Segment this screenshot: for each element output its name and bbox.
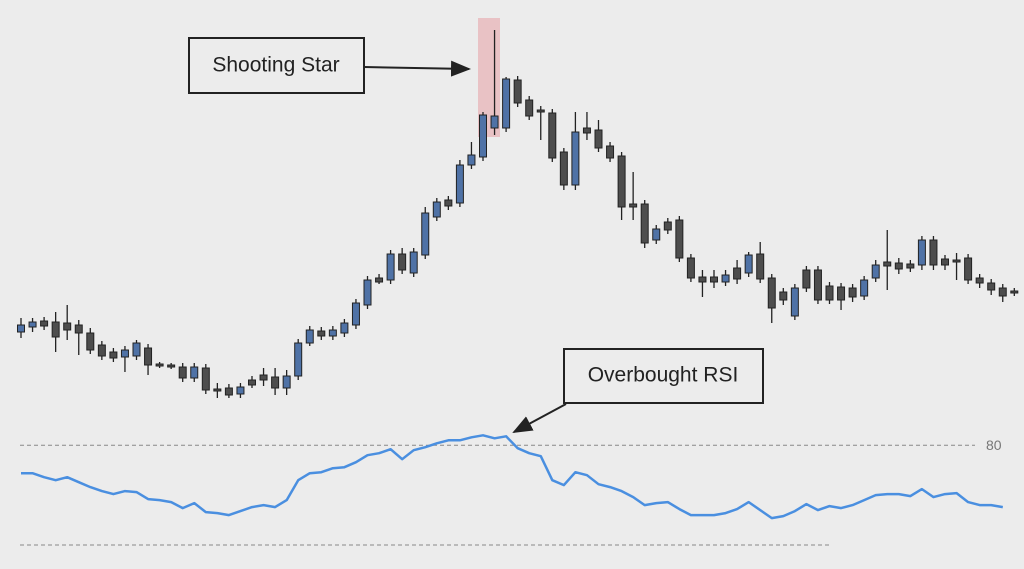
- candle-body: [883, 261, 892, 267]
- candle-body: [779, 291, 788, 301]
- candle-body: [236, 386, 245, 395]
- candle-body: [998, 287, 1007, 297]
- candle-body: [201, 367, 210, 391]
- candle-body: [132, 342, 141, 357]
- candle-body: [375, 277, 384, 283]
- candle-body: [97, 344, 106, 357]
- candle-body: [109, 351, 118, 359]
- candle-body: [28, 321, 37, 328]
- candle-body: [548, 112, 557, 159]
- candle-body: [213, 388, 222, 392]
- candle-body: [629, 203, 638, 208]
- candle-body: [40, 320, 49, 327]
- candle-body: [767, 277, 776, 309]
- candle-body: [906, 263, 915, 269]
- candle-body: [606, 145, 615, 159]
- candle-body: [120, 349, 129, 358]
- candle-body: [479, 114, 487, 158]
- candle-body: [952, 259, 961, 263]
- candle-body: [340, 322, 349, 334]
- candle-body: [421, 212, 430, 256]
- candle-body: [455, 164, 464, 204]
- candle-body: [305, 329, 314, 344]
- candle-body: [802, 269, 811, 289]
- candle-body: [51, 321, 60, 338]
- candle-body: [259, 374, 268, 381]
- candle-body: [698, 276, 707, 283]
- candle-body: [917, 239, 926, 266]
- candle-body: [790, 287, 799, 317]
- candle-body: [444, 199, 453, 207]
- candle-body: [663, 221, 672, 231]
- candle-body: [271, 376, 280, 389]
- candle-body: [398, 253, 407, 271]
- candle-body: [409, 251, 418, 274]
- candle-body: [63, 322, 72, 331]
- reference-label: 80: [986, 437, 1002, 453]
- candle-body: [710, 276, 718, 283]
- candle-body: [178, 366, 187, 379]
- candle-body: [733, 267, 742, 280]
- candle-body: [594, 129, 603, 149]
- candle-body: [975, 277, 984, 284]
- candle-body: [652, 228, 661, 241]
- candle-body: [825, 285, 834, 301]
- candle-body: [756, 253, 765, 280]
- candle-body: [294, 342, 303, 377]
- arrow: [363, 60, 471, 77]
- candle-body: [144, 347, 153, 366]
- candle-body: [536, 109, 545, 113]
- candle-body: [744, 254, 753, 274]
- candle-body: [1010, 290, 1019, 294]
- candle-body: [559, 151, 568, 186]
- candle-body: [848, 287, 857, 298]
- candle-body: [17, 324, 25, 333]
- candle-body: [721, 274, 730, 283]
- candle-body: [86, 332, 95, 351]
- annotation-box: [188, 37, 365, 94]
- annotation: Overbought RSI: [588, 364, 739, 387]
- candle-body: [964, 257, 973, 281]
- candle-body: [74, 324, 83, 334]
- candle-body: [686, 257, 695, 279]
- candle-body: [248, 379, 256, 386]
- candle-body: [860, 279, 869, 297]
- candle-body: [837, 286, 846, 301]
- candle-body: [525, 99, 534, 117]
- candle-body: [467, 154, 476, 166]
- candle-body: [224, 387, 233, 396]
- candle-body: [675, 219, 684, 259]
- candle-body: [432, 201, 441, 218]
- candle-body: [386, 253, 395, 281]
- candle-body: [571, 131, 580, 186]
- candle-body: [987, 282, 996, 291]
- candle-body: [282, 375, 291, 389]
- candle-body: [167, 364, 176, 368]
- candle-body: [513, 79, 522, 104]
- annotation-box: [563, 348, 764, 404]
- candle-body: [317, 330, 326, 337]
- candle-body: [929, 239, 938, 266]
- candle-body: [363, 279, 372, 306]
- candle-body: [941, 258, 949, 266]
- candle-body: [813, 269, 822, 301]
- candle-body: [871, 264, 880, 279]
- candle-body: [502, 78, 511, 129]
- candle-body: [490, 115, 499, 129]
- candle-body: [351, 302, 360, 326]
- candle-body: [328, 329, 337, 337]
- rsi-line: [21, 434, 1004, 520]
- candle-body: [894, 262, 903, 270]
- candle-body: [582, 127, 591, 134]
- candle-body: [190, 366, 199, 379]
- candle-body: [155, 363, 164, 367]
- annotation: Shooting Star: [212, 54, 339, 77]
- candle-body: [617, 155, 626, 208]
- arrow: [512, 403, 567, 433]
- candle-body: [640, 203, 649, 244]
